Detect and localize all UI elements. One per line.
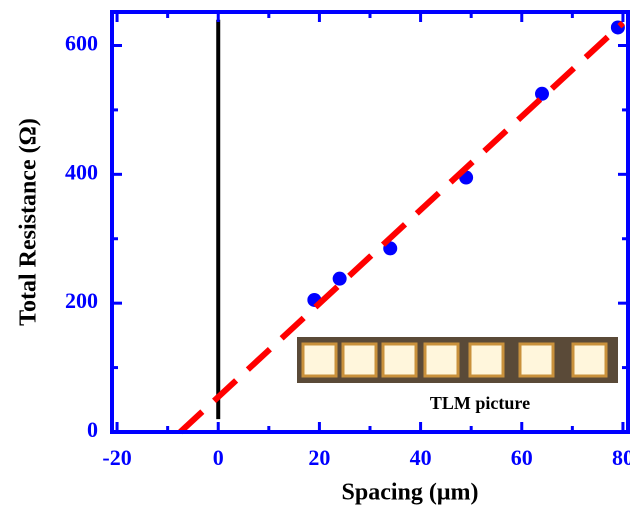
pad xyxy=(571,342,608,378)
inset-photo xyxy=(297,337,618,383)
x-tick-label: 20 xyxy=(308,445,330,470)
annotation: TLM picture xyxy=(430,393,530,413)
x-tick-label: 80 xyxy=(612,445,630,470)
data-point xyxy=(610,20,625,35)
data-point xyxy=(535,86,549,101)
x-tick-label: -20 xyxy=(102,445,131,470)
x-axis-title: Spacing (μm) xyxy=(342,480,479,506)
pad xyxy=(423,342,460,378)
pad xyxy=(518,342,555,378)
y-axis-title: Total Resistance (Ω) xyxy=(16,118,42,326)
x-tick-label: 60 xyxy=(511,445,533,470)
pad xyxy=(301,342,338,378)
pad xyxy=(381,342,418,378)
y-tick-label: 400 xyxy=(65,159,98,184)
data-point xyxy=(332,271,347,286)
y-tick-label: 600 xyxy=(65,31,98,56)
pad xyxy=(341,342,378,378)
x-tick-label: 0 xyxy=(213,445,224,470)
fit-line xyxy=(178,20,625,435)
x-tick-label: 40 xyxy=(410,445,432,470)
y-tick-label: 0 xyxy=(87,417,98,442)
pad xyxy=(468,342,505,378)
y-tick-label: 200 xyxy=(65,288,98,313)
